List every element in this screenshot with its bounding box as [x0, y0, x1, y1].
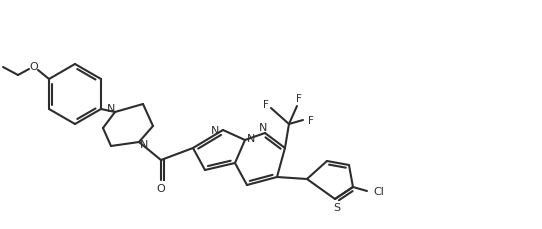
- Text: Cl: Cl: [373, 186, 384, 196]
- Text: N: N: [140, 139, 148, 149]
- Text: N: N: [107, 104, 115, 114]
- Text: N: N: [247, 134, 255, 143]
- Text: F: F: [263, 100, 269, 109]
- Text: F: F: [296, 94, 302, 104]
- Text: N: N: [259, 123, 267, 132]
- Text: F: F: [308, 115, 314, 125]
- Text: N: N: [211, 125, 219, 135]
- Text: O: O: [30, 62, 38, 72]
- Text: S: S: [333, 202, 340, 212]
- Text: O: O: [157, 183, 165, 193]
